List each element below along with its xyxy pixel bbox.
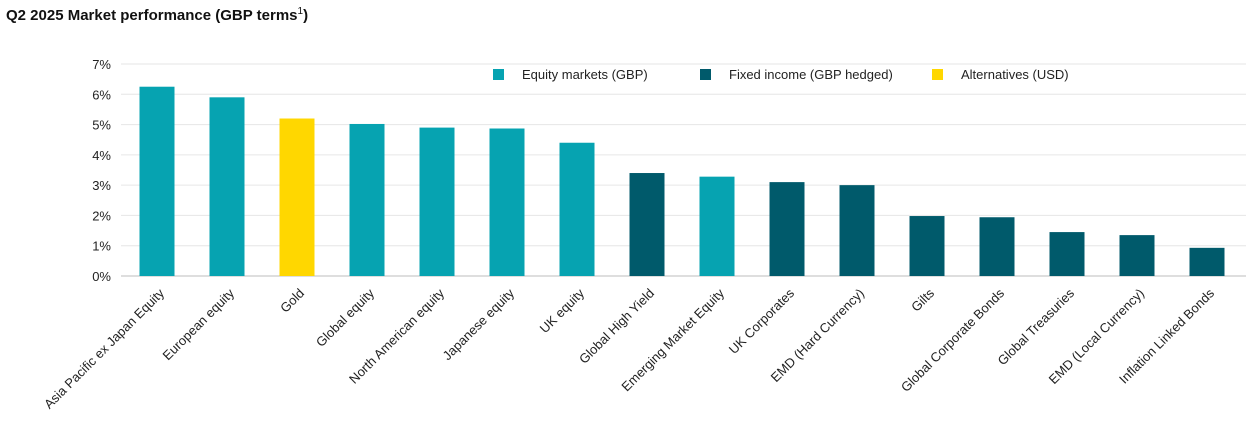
bar [1049, 232, 1085, 276]
title-footnote: 1 [297, 6, 304, 17]
x-tick-label: Global High Yield [576, 286, 657, 367]
bar [419, 127, 455, 276]
x-tick-label: Gold [277, 286, 307, 316]
x-tick-label: UK Corporates [726, 285, 798, 357]
bar [699, 176, 735, 276]
y-tick-label: 0% [92, 269, 111, 284]
chart-title: Q2 2025 Market performance (GBP terms1) [6, 6, 309, 24]
bar [979, 217, 1015, 276]
bar [629, 173, 665, 276]
legend-label: Fixed income (GBP hedged) [729, 67, 893, 82]
bars [139, 86, 1225, 276]
x-tick-label: Global equity [313, 285, 378, 350]
bar [909, 216, 945, 276]
bar [489, 128, 525, 276]
bar [349, 123, 385, 276]
y-tick-label: 2% [92, 208, 111, 223]
y-tick-label: 6% [92, 87, 111, 102]
bar [139, 86, 175, 276]
x-tick-label: UK equity [537, 285, 588, 336]
x-tick-label: European equity [160, 285, 238, 363]
y-tick-label: 1% [92, 239, 111, 254]
legend-swatch [700, 69, 711, 80]
y-tick-label: 3% [92, 178, 111, 193]
x-tick-label: Gilts [908, 285, 937, 314]
legend-swatch [932, 69, 943, 80]
y-tick-label: 7% [92, 57, 111, 72]
y-axis: 0% 1% 2% 3% 4% 5% 6% 7% [92, 57, 111, 284]
bar [559, 142, 595, 276]
bar [279, 118, 315, 276]
legend-label: Alternatives (USD) [961, 67, 1069, 82]
bar [769, 182, 805, 276]
legend: Equity markets (GBP) Fixed income (GBP he… [493, 67, 1069, 82]
bar [209, 97, 245, 276]
bar [839, 185, 875, 276]
y-tick-label: 4% [92, 148, 111, 163]
legend-label: Equity markets (GBP) [522, 67, 648, 82]
x-tick-label: Asia Pacific ex Japan Equity [41, 285, 167, 411]
y-tick-label: 5% [92, 118, 111, 133]
legend-swatch [493, 69, 504, 80]
bar [1119, 235, 1155, 276]
x-tick-label: Japanese equity [440, 285, 518, 363]
bar [1189, 247, 1225, 276]
